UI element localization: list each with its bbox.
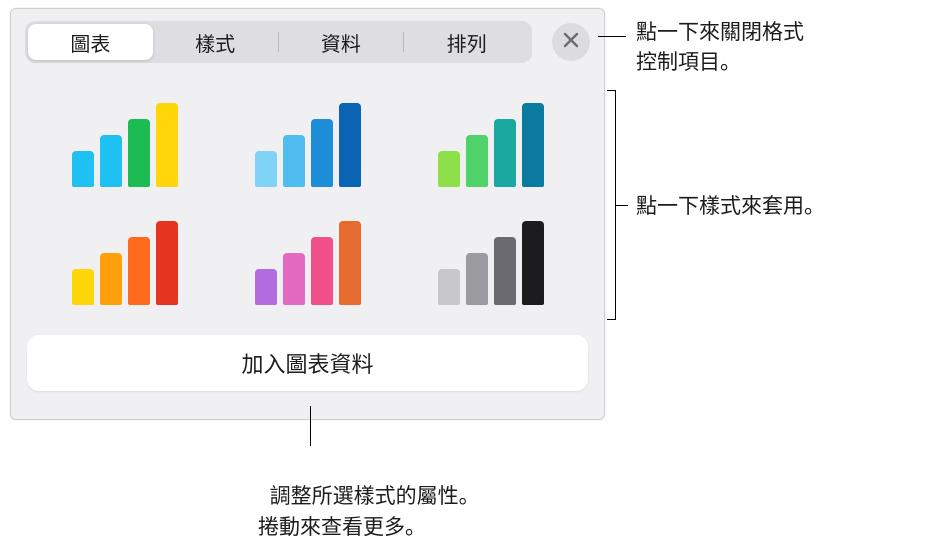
- chart-style-thumb[interactable]: [236, 215, 379, 305]
- chart-style-thumb[interactable]: [53, 215, 196, 305]
- chart-style-thumb[interactable]: [53, 97, 196, 187]
- chart-style-thumb[interactable]: [419, 215, 562, 305]
- tab-arrange-label: 排列: [447, 28, 487, 57]
- chart-bar: [438, 151, 460, 187]
- close-icon: [563, 32, 579, 53]
- callout-adjust: 調整所選樣式的屬性。 捲動來查看更多。: [258, 452, 480, 543]
- chart-bar: [522, 103, 544, 187]
- chart-bar: [339, 221, 361, 305]
- add-chart-data-button[interactable]: 加入圖表資料: [27, 335, 588, 391]
- chart-bar: [128, 119, 150, 187]
- tab-chart-label: 圖表: [70, 28, 110, 57]
- add-chart-data-label: 加入圖表資料: [241, 347, 373, 379]
- chart-bar: [255, 151, 277, 187]
- chart-bar: [339, 103, 361, 187]
- callout-apply-style: 點一下樣式來套用。: [636, 192, 825, 222]
- callout-close: 點一下來關閉格式 控制項目。: [636, 18, 804, 79]
- tab-data-label: 資料: [321, 28, 361, 57]
- chart-style-thumb[interactable]: [419, 97, 562, 187]
- chart-bar: [466, 253, 488, 305]
- chart-bar: [494, 237, 516, 305]
- chart-bar: [283, 135, 305, 187]
- callout-close-line1: 點一下來關閉格式 控制項目。: [636, 21, 804, 74]
- callout-adjust-label: 調整所選樣式的屬性。 捲動來查看更多。: [258, 485, 480, 538]
- chart-bar: [466, 135, 488, 187]
- chart-style-thumb[interactable]: [236, 97, 379, 187]
- format-panel: 圖表 樣式 資料 排列 加入圖表資料: [10, 8, 605, 420]
- tab-style[interactable]: 樣式: [153, 24, 278, 60]
- chart-bar: [494, 119, 516, 187]
- chart-bar: [72, 269, 94, 305]
- tab-bar: 圖表 樣式 資料 排列: [11, 9, 604, 73]
- callout-apply-label: 點一下樣式來套用。: [636, 195, 825, 218]
- chart-bar: [72, 151, 94, 187]
- chart-bar: [283, 253, 305, 305]
- chart-bar: [255, 269, 277, 305]
- tab-arrange[interactable]: 排列: [404, 24, 529, 60]
- close-button[interactable]: [552, 23, 590, 61]
- chart-bar: [100, 253, 122, 305]
- tab-data[interactable]: 資料: [279, 24, 404, 60]
- segmented-control: 圖表 樣式 資料 排列: [25, 21, 532, 63]
- tab-chart[interactable]: 圖表: [28, 24, 153, 60]
- chart-bar: [311, 237, 333, 305]
- callout-line: [616, 205, 628, 206]
- callout-line: [598, 36, 626, 37]
- chart-bar: [100, 135, 122, 187]
- chart-bar: [128, 237, 150, 305]
- chart-bar: [522, 221, 544, 305]
- chart-bar: [156, 221, 178, 305]
- chart-styles-grid: [11, 73, 604, 325]
- chart-bar: [438, 269, 460, 305]
- callout-line: [310, 406, 311, 446]
- callout-bracket: [608, 90, 616, 320]
- tab-style-label: 樣式: [195, 28, 235, 57]
- chart-bar: [311, 119, 333, 187]
- chart-bar: [156, 103, 178, 187]
